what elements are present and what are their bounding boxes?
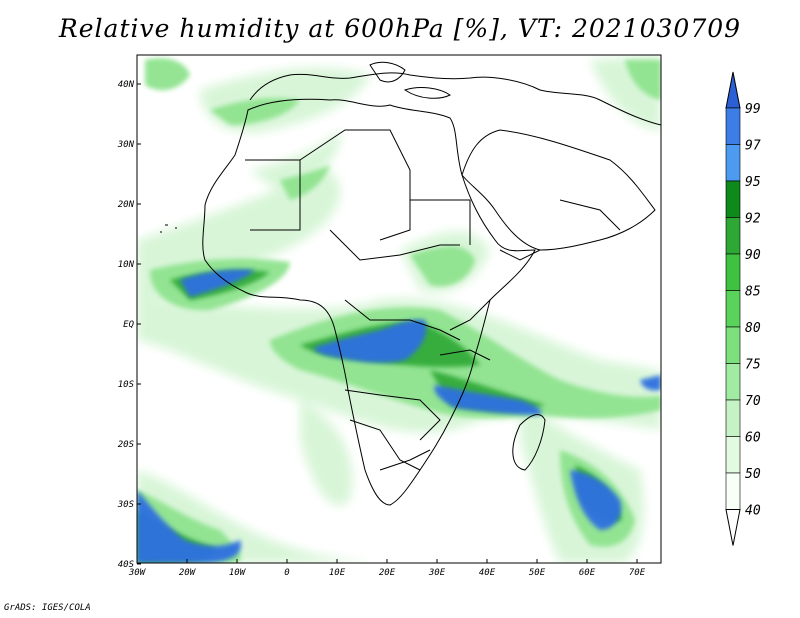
- y-tick-label: 40N: [118, 80, 135, 90]
- colorbar-segment: [725, 326, 741, 364]
- colorbar-segment: [725, 436, 741, 474]
- colorbar-label: 99: [745, 102, 761, 117]
- x-tick-label: 0: [284, 568, 289, 578]
- x-tick-label: 40E: [479, 568, 496, 578]
- chart-title: Relative humidity at 600hPa [%], VT: 202…: [58, 14, 742, 43]
- y-tick-label: 20S: [118, 440, 135, 450]
- colorbar-segment: [725, 399, 741, 437]
- x-tick-label: 20E: [379, 568, 396, 578]
- humidity-field: [137, 55, 661, 563]
- colorbar-segment: [725, 290, 741, 328]
- colorbar-segment: [725, 180, 741, 218]
- colorbar-segment: [725, 253, 741, 291]
- y-tick-label: 40S: [118, 560, 135, 570]
- colorbar-label: 85: [745, 285, 761, 300]
- y-tick-label: EQ: [123, 320, 134, 330]
- colorbar-segment: [725, 107, 741, 145]
- x-tick-label: 30E: [428, 568, 446, 578]
- x-tick-label: 50E: [529, 568, 546, 578]
- colorbar-segment: [725, 472, 741, 510]
- y-tick-label: 30S: [117, 500, 135, 510]
- x-tick-label: 10W: [229, 568, 247, 578]
- colorbar-segment: [725, 217, 741, 255]
- colorbar: 99 97 95 92 90 85 80 75 70 60 50 40: [725, 71, 761, 546]
- colorbar-segment: [725, 144, 741, 182]
- colorbar-label: 50: [745, 467, 761, 482]
- colorbar-label: 80: [745, 321, 761, 336]
- colorbar-label: 70: [745, 394, 761, 409]
- colorbar-label: 60: [745, 431, 761, 446]
- y-tick-label: 10N: [118, 260, 135, 270]
- y-tick-label: 30N: [117, 140, 135, 150]
- colorbar-segment: [725, 363, 741, 401]
- colorbar-label: 40: [745, 504, 761, 519]
- y-tick-label: 20N: [118, 200, 135, 210]
- x-tick-label: 30W: [128, 568, 147, 578]
- colorbar-label: 95: [745, 175, 761, 190]
- colorbar-label: 90: [745, 248, 761, 263]
- colorbar-label: 75: [745, 358, 761, 373]
- colorbar-top-arrow: [725, 71, 741, 109]
- colorbar-label: 92: [745, 212, 761, 227]
- software-credit: GrADS: IGES/COLA: [4, 603, 91, 613]
- coastlines: [160, 61, 661, 506]
- x-tick-label: 60E: [579, 568, 596, 578]
- map-frame: [136, 54, 662, 564]
- x-tick-label: 70E: [629, 568, 646, 578]
- y-tick-label: 10S: [118, 380, 135, 390]
- y-axis: 40N 30N 20N 10N EQ 10S 20S 30S 40S: [117, 80, 141, 570]
- colorbar-bottom-arrow: [725, 509, 741, 546]
- colorbar-label: 97: [745, 139, 761, 154]
- x-tick-label: 10E: [329, 568, 346, 578]
- x-axis: 30W 20W 10W 0 10E 20E 30E 40E 50E 60E 70E: [128, 559, 646, 578]
- x-tick-label: 20W: [179, 568, 197, 578]
